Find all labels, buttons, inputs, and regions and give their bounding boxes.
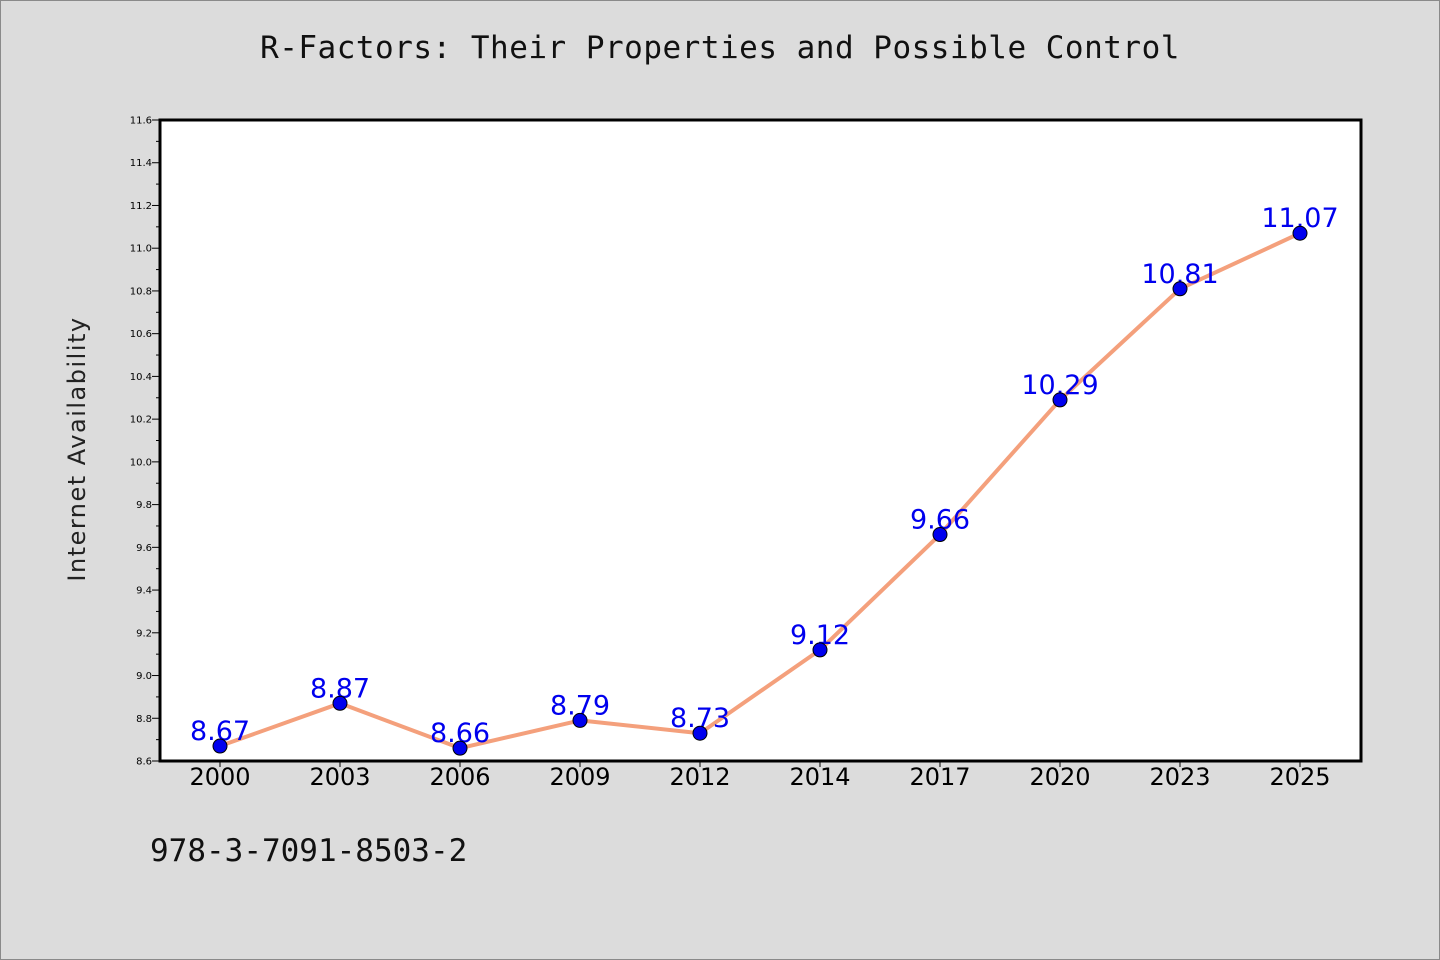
- y-tick-label: 11.2: [130, 201, 152, 212]
- x-tick-label: 2017: [909, 763, 970, 791]
- x-tick-label: 2012: [669, 763, 730, 791]
- data-point-marker: [572, 712, 588, 728]
- y-axis: 8.6 8.8 9.0 9.2 9.4 9.6 9.8 10.0 10.2 10.4 10.6 10.…: [130, 116, 160, 768]
- x-tick-label: 2020: [1029, 763, 1090, 791]
- y-tick-label: 9.8: [136, 500, 152, 511]
- data-point-marker: [452, 740, 468, 756]
- x-tick-label: 2025: [1269, 763, 1330, 791]
- y-tick-label: 10.2: [130, 415, 152, 426]
- y-tick-label: 10.4: [130, 372, 152, 383]
- plot-area: [158, 118, 1363, 763]
- series-group: 8.678.878.668.79 8.739.129.6610.2910.8111…: [190, 203, 1339, 756]
- series-line: [218, 231, 1302, 751]
- data-point-marker: [932, 527, 948, 543]
- y-tick-label: 11.6: [130, 116, 152, 127]
- y-tick-label: 9.4: [136, 586, 152, 597]
- y-tick-label: 9.2: [136, 628, 152, 639]
- data-point-marker: [212, 738, 228, 754]
- x-tick-label: 2000: [189, 763, 250, 791]
- chart-title: R-Factors: Their Properties and Possible…: [260, 30, 1180, 66]
- x-tick-label: 2023: [1149, 763, 1210, 791]
- y-axis-label: Internet Availability: [63, 316, 91, 581]
- y-tick-label: 9.0: [136, 671, 152, 682]
- data-point-marker: [812, 642, 828, 658]
- data-point-marker: [1292, 225, 1308, 241]
- data-point-marker: [1052, 392, 1068, 408]
- y-tick-label: 11.4: [130, 158, 152, 169]
- x-axis: 2000 2003 2006 2009 2012 2014 2017 2020 2023 2025: [189, 761, 1331, 791]
- y-tick-label: 10.8: [130, 286, 152, 297]
- x-tick-label: 2014: [789, 763, 850, 791]
- data-point-marker: [1172, 281, 1188, 297]
- x-tick-label: 2003: [309, 763, 370, 791]
- y-tick-label: 11.0: [130, 244, 152, 255]
- y-tick-label: 10.6: [130, 329, 152, 340]
- y-tick-label: 9.6: [136, 543, 152, 554]
- data-point-marker: [332, 695, 348, 711]
- data-point-marker: [692, 725, 708, 741]
- x-tick-label: 2006: [429, 763, 490, 791]
- y-tick-label: 8.8: [136, 714, 152, 725]
- y-tick-label: 10.0: [130, 457, 152, 468]
- isbn-text: 978-3-7091-8503-2: [150, 833, 468, 869]
- y-tick-label: 8.6: [136, 757, 152, 768]
- x-tick-label: 2009: [549, 763, 610, 791]
